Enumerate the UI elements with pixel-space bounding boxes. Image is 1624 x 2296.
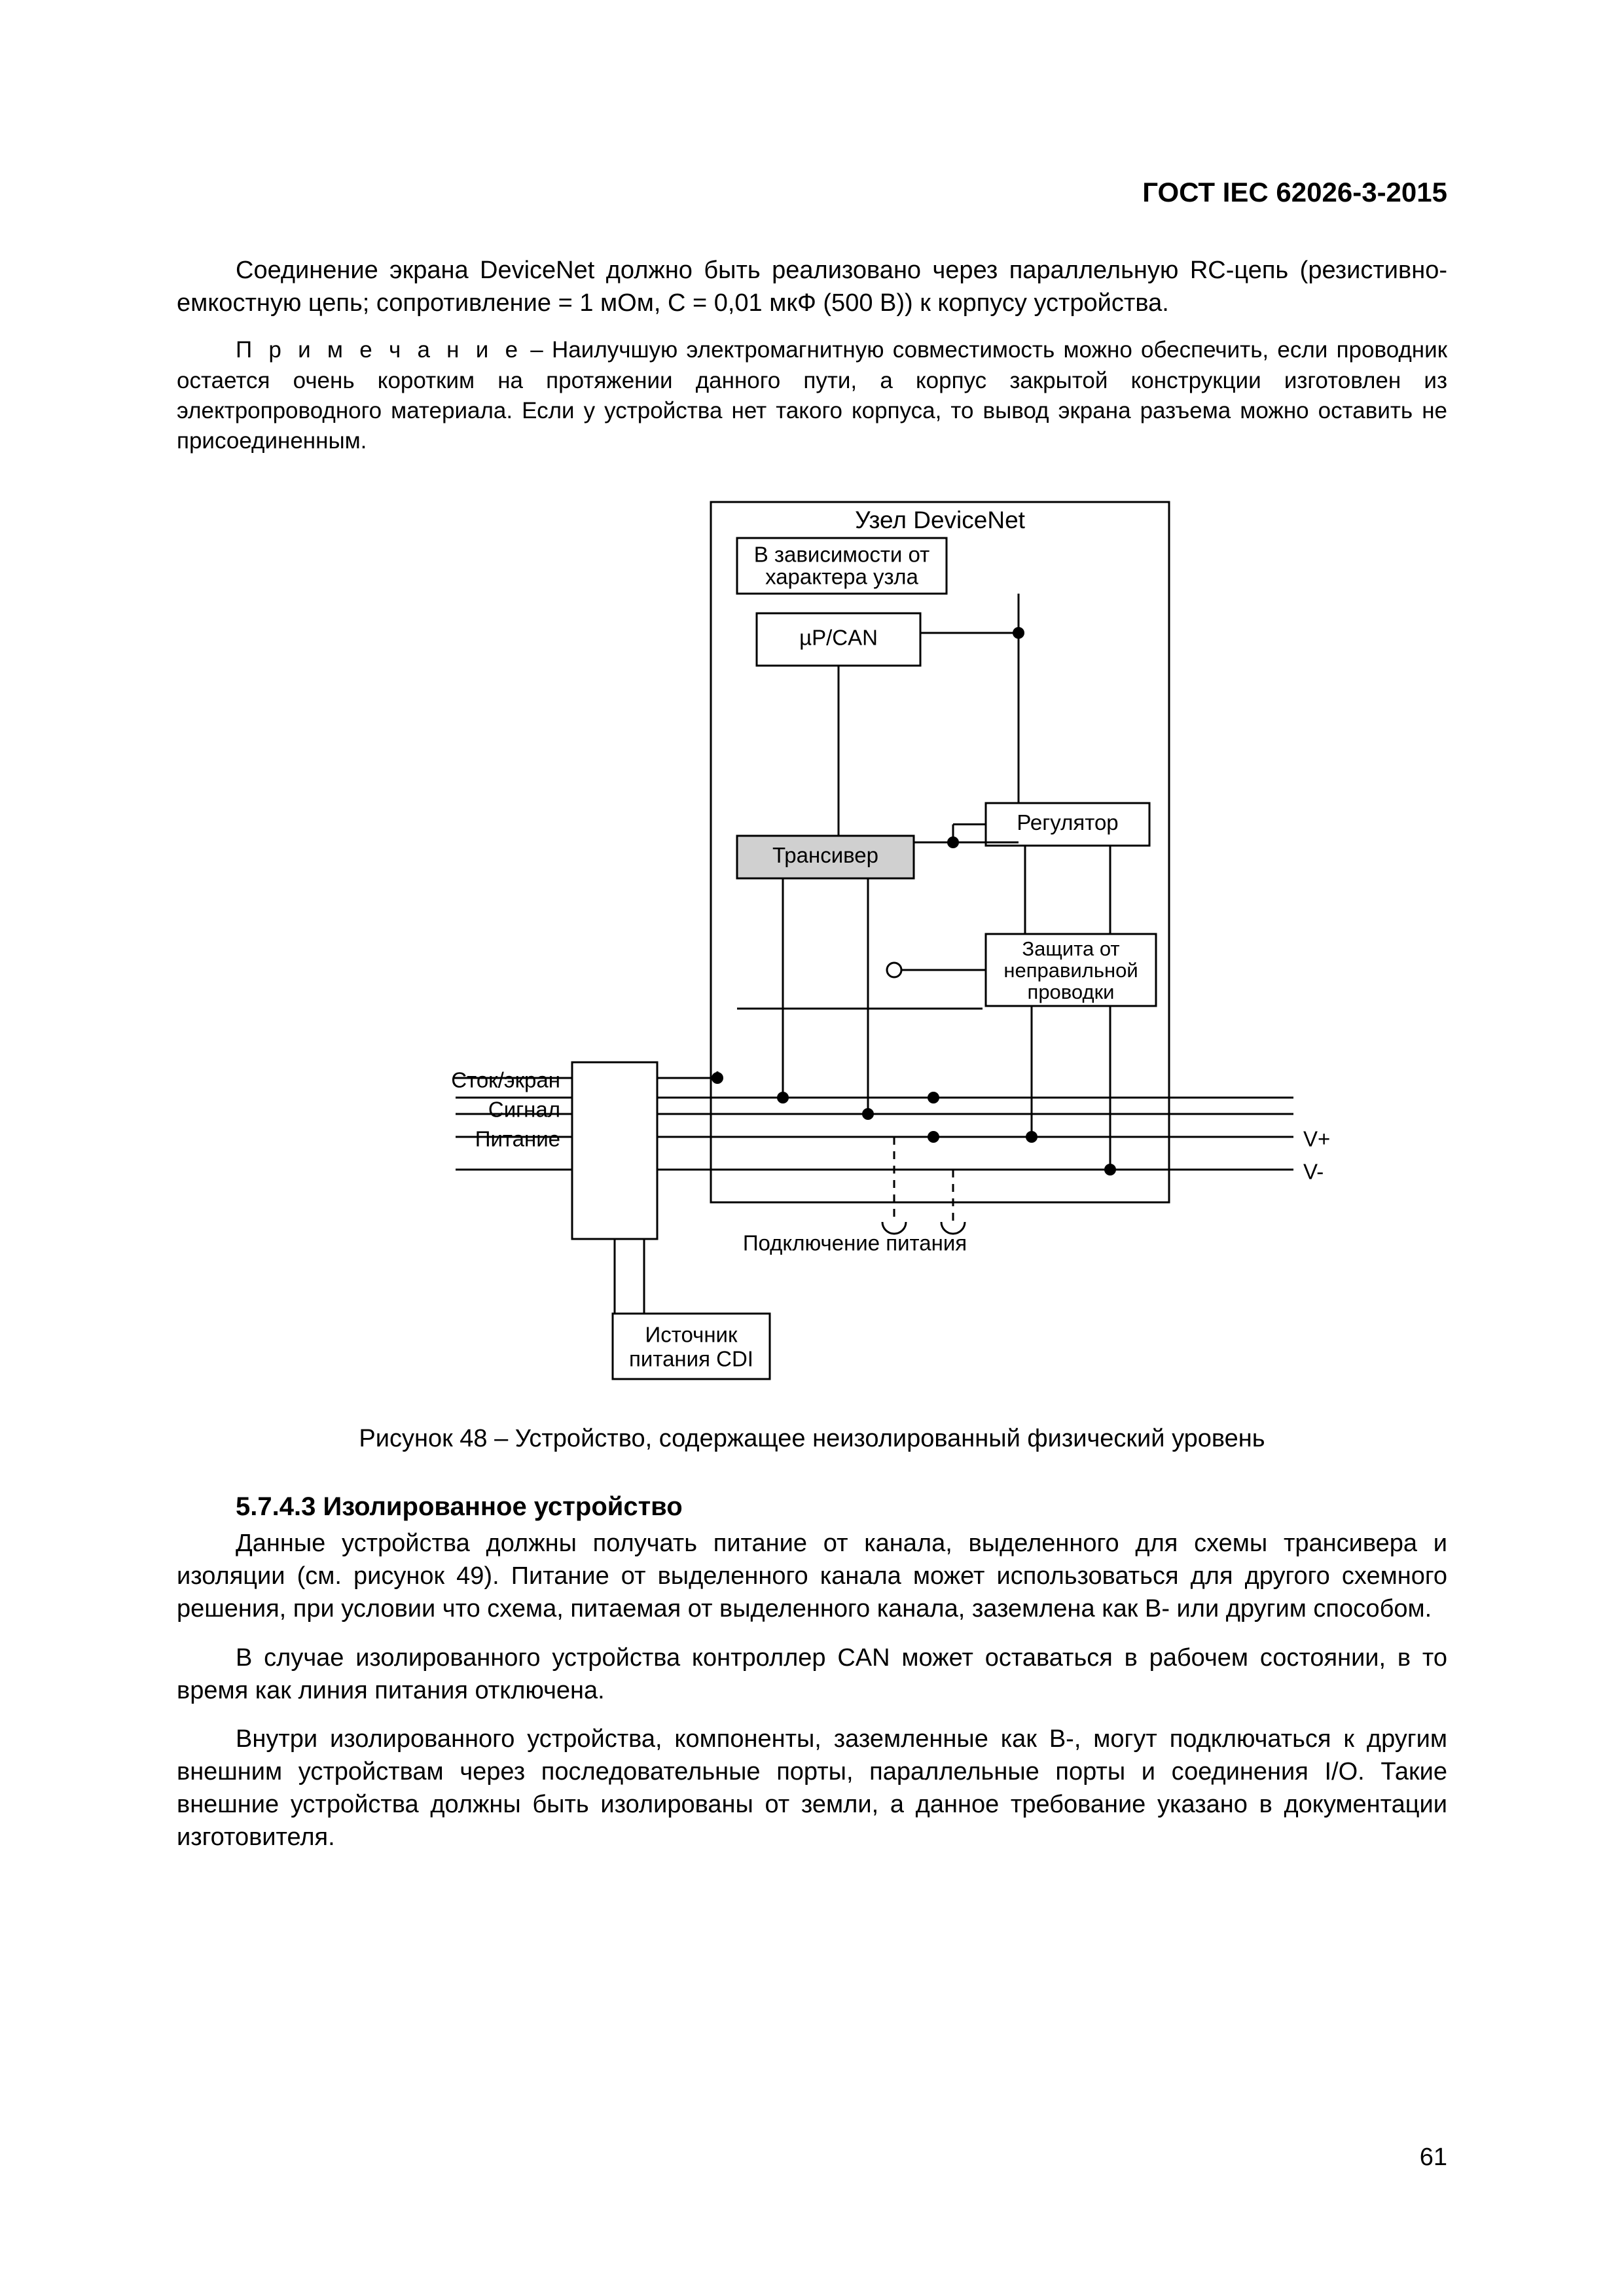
svg-text:V+: V+ bbox=[1303, 1127, 1330, 1151]
svg-text:проводки: проводки bbox=[1027, 980, 1114, 1003]
svg-text:V-: V- bbox=[1303, 1160, 1324, 1184]
note-label: П р и м е ч а н и е bbox=[236, 337, 522, 363]
section-5-7-4-3-heading: 5.7.4.3 Изолированное устройство bbox=[177, 1492, 1447, 1522]
svg-text:В зависимости от: В зависимости от bbox=[753, 543, 929, 567]
svg-text:характера узла: характера узла bbox=[765, 565, 918, 589]
para-3: В случае изолированного устройства контр… bbox=[177, 1641, 1447, 1707]
figure-48: Узел DeviceNet В зависимости отхарактера … bbox=[177, 482, 1447, 1399]
diagram-svg: Узел DeviceNet В зависимости отхарактера … bbox=[240, 482, 1385, 1399]
page-root: ГОСТ IEC 62026-3-2015 Соединение экрана … bbox=[0, 0, 1624, 2296]
svg-text:Трансивер: Трансивер bbox=[772, 843, 878, 867]
figure-caption: Рисунок 48 – Устройство, содержащее неиз… bbox=[177, 1425, 1447, 1453]
svg-text:неправильной: неправильной bbox=[1003, 959, 1138, 982]
svg-text:питания CDI: питания CDI bbox=[629, 1347, 753, 1371]
svg-text:Подключение питания: Подключение питания bbox=[742, 1231, 966, 1255]
para-4: Внутри изолированного устройства, компон… bbox=[177, 1723, 1447, 1854]
para-2: Данные устройства должны получать питани… bbox=[177, 1527, 1447, 1625]
note-block: П р и м е ч а н и е – Наилучшую электром… bbox=[177, 335, 1447, 456]
svg-text:Сток/экран: Сток/экран bbox=[451, 1068, 560, 1092]
svg-text:Сигнал: Сигнал bbox=[488, 1098, 560, 1122]
svg-text:Узел DeviceNet: Узел DeviceNet bbox=[855, 507, 1026, 533]
svg-text:Питание: Питание bbox=[475, 1127, 560, 1151]
doc-header: ГОСТ IEC 62026-3-2015 bbox=[177, 177, 1447, 208]
svg-text:Источник: Источник bbox=[645, 1323, 737, 1347]
svg-text:µP/CAN: µP/CAN bbox=[799, 626, 878, 650]
svg-text:Защита от: Защита от bbox=[1022, 937, 1119, 960]
para-1: Соединение экрана DeviceNet должно быть … bbox=[177, 254, 1447, 319]
page-number: 61 bbox=[1420, 2144, 1447, 2172]
svg-text:Регулятор: Регулятор bbox=[1017, 810, 1118, 834]
